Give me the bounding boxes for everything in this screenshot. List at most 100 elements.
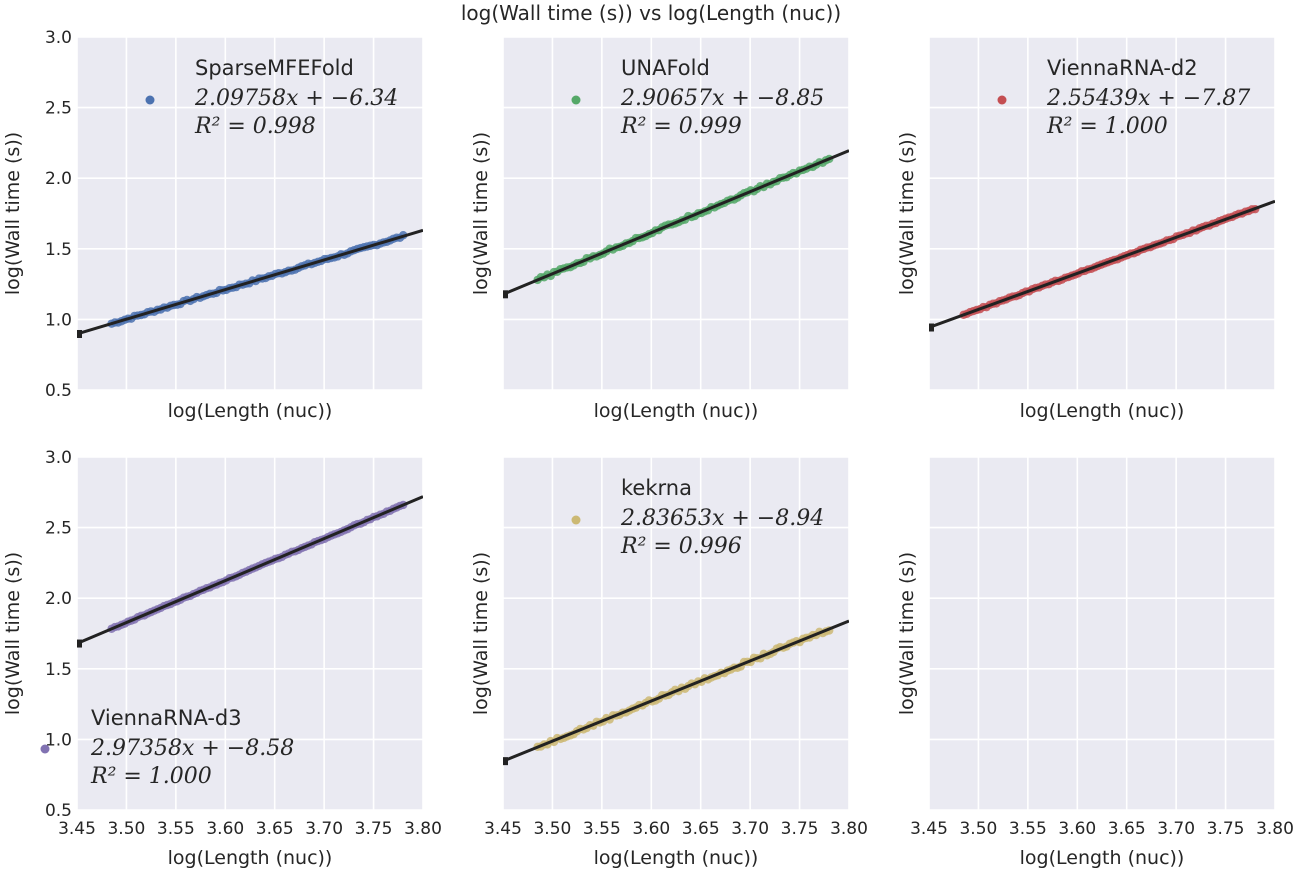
y-tick-label: 2.5 bbox=[45, 519, 72, 539]
regression-line bbox=[77, 228, 423, 336]
plot-area bbox=[929, 457, 1275, 810]
panel-bottom-middle: 3.45 3.50 3.55 3.60 3.65 3.70 3.75 3.80 log(Leng… bbox=[470, 456, 868, 869]
regression-endpoint bbox=[77, 639, 82, 648]
regression-endpoint bbox=[929, 323, 934, 332]
panel-top-right: log(Length (nuc)) log(Wall time (s)) Vienn… bbox=[896, 36, 1276, 422]
legend-marker bbox=[997, 95, 1007, 105]
regression-endpoint bbox=[503, 290, 508, 299]
x-tick-label: 3.45 bbox=[58, 819, 96, 839]
x-tick-label: 3.80 bbox=[404, 819, 442, 839]
legend-equation: 2.09758x + −6.34 bbox=[194, 86, 398, 111]
legend: ViennaRNA-d2 2.55439x + −7.87 R² = 1.000 bbox=[997, 56, 1250, 139]
legend-equation: 2.55439x + −7.87 bbox=[1046, 86, 1250, 111]
legend: UNAFold 2.90657x + −8.85 R² = 0.999 bbox=[571, 56, 824, 139]
y-tick-label: 1.0 bbox=[45, 730, 72, 750]
y-tick-label: 1.5 bbox=[45, 660, 72, 680]
x-axis-label: log(Length (nuc)) bbox=[594, 847, 759, 869]
x-tick-label: 3.65 bbox=[682, 819, 720, 839]
regression-endpoint bbox=[503, 757, 508, 766]
y-tick-label: 2.0 bbox=[45, 169, 72, 189]
y-tick-label: 0.5 bbox=[45, 801, 72, 821]
legend-r-squared: R² = 0.998 bbox=[194, 114, 316, 139]
legend-marker bbox=[40, 744, 50, 754]
x-axis-label: log(Length (nuc)) bbox=[1020, 847, 1185, 869]
plot-area bbox=[77, 37, 423, 390]
x-tick-label: 3.80 bbox=[830, 819, 868, 839]
x-axis-label: log(Length (nuc)) bbox=[594, 400, 759, 422]
legend-label: ViennaRNA-d2 bbox=[1047, 56, 1198, 80]
legend-label: UNAFold bbox=[621, 56, 710, 80]
y-tick-label: 3.0 bbox=[45, 448, 72, 468]
y-axis-label: log(Wall time (s)) bbox=[2, 552, 24, 715]
legend: kekrna 2.83653x + −8.94 R² = 0.996 bbox=[571, 476, 824, 559]
y-tick-label: 2.0 bbox=[45, 589, 72, 609]
plot-area bbox=[77, 457, 423, 810]
legend-r-squared: R² = 1.000 bbox=[90, 764, 212, 789]
plot-area bbox=[503, 37, 849, 390]
x-tick-label: 3.45 bbox=[910, 819, 948, 839]
y-tick-label: 2.5 bbox=[45, 99, 72, 119]
x-tick-label: 3.55 bbox=[1009, 819, 1047, 839]
panel-top-middle: log(Length (nuc)) log(Wall time (s)) UNAFo… bbox=[470, 36, 850, 422]
x-tick-label: 3.60 bbox=[632, 819, 670, 839]
x-tick-label: 3.50 bbox=[959, 819, 997, 839]
x-tick-label: 3.75 bbox=[355, 819, 393, 839]
panel-bottom-right: 3.45 3.50 3.55 3.60 3.65 3.70 3.75 3.80 log(Leng… bbox=[896, 456, 1294, 869]
legend-marker bbox=[571, 95, 581, 105]
x-axis-label: log(Length (nuc)) bbox=[1020, 400, 1185, 422]
x-tick-label: 3.65 bbox=[256, 819, 294, 839]
x-axis-label: log(Length (nuc)) bbox=[168, 400, 333, 422]
x-tick-label: 3.70 bbox=[1157, 819, 1195, 839]
legend-label: SparseMFEFold bbox=[195, 56, 354, 80]
legend-marker bbox=[571, 515, 581, 525]
x-axis-label: log(Length (nuc)) bbox=[168, 847, 333, 869]
y-tick-label: 0.5 bbox=[45, 381, 72, 401]
regression-line bbox=[77, 495, 423, 645]
y-axis-label: log(Wall time (s)) bbox=[470, 132, 492, 295]
regression-endpoint bbox=[77, 329, 82, 338]
x-tick-label: 3.80 bbox=[1256, 819, 1294, 839]
regression-line bbox=[929, 199, 1275, 329]
legend-r-squared: R² = 0.999 bbox=[620, 114, 742, 139]
legend: ViennaRNA-d3 2.97358x + −8.58 R² = 1.000 bbox=[40, 706, 294, 789]
plot-area bbox=[929, 37, 1275, 390]
x-tick-label: 3.70 bbox=[305, 819, 343, 839]
legend-label: ViennaRNA-d3 bbox=[91, 706, 242, 730]
series-ViennaRNA-d3 bbox=[77, 495, 423, 648]
x-tick-label: 3.75 bbox=[781, 819, 819, 839]
series-UNAFold bbox=[503, 149, 849, 299]
series-SparseMFEFold bbox=[77, 228, 423, 338]
x-tick-label: 3.70 bbox=[731, 819, 769, 839]
plot-area bbox=[503, 457, 849, 810]
series-kekrna bbox=[503, 619, 849, 766]
x-tick-label: 3.55 bbox=[583, 819, 621, 839]
panel-top-left: 0.5 1.0 1.5 2.0 2.5 3.0 log(Length (nuc)) log(W… bbox=[2, 28, 424, 422]
y-tick-label: 1.0 bbox=[45, 310, 72, 330]
x-tick-label: 3.60 bbox=[206, 819, 244, 839]
x-tick-label: 3.45 bbox=[484, 819, 522, 839]
y-axis-label: log(Wall time (s)) bbox=[2, 132, 24, 295]
legend: SparseMFEFold 2.09758x + −6.34 R² = 0.998 bbox=[145, 56, 398, 139]
y-axis-label: log(Wall time (s)) bbox=[896, 552, 918, 715]
legend-marker bbox=[145, 95, 155, 105]
y-tick-label: 1.5 bbox=[45, 240, 72, 260]
x-tick-label: 3.65 bbox=[1108, 819, 1146, 839]
series-ViennaRNA-d2 bbox=[929, 199, 1275, 332]
y-tick-label: 3.0 bbox=[45, 28, 72, 48]
figure-title: log(Wall time (s)) vs log(Length (nuc)) bbox=[461, 1, 841, 25]
legend-equation: 2.90657x + −8.85 bbox=[620, 86, 824, 111]
x-tick-label: 3.60 bbox=[1058, 819, 1096, 839]
x-tick-label: 3.55 bbox=[157, 819, 195, 839]
legend-r-squared: R² = 0.996 bbox=[620, 534, 742, 559]
legend-equation: 2.97358x + −8.58 bbox=[90, 736, 294, 761]
x-tick-label: 3.50 bbox=[107, 819, 145, 839]
x-tick-label: 3.75 bbox=[1207, 819, 1245, 839]
regression-line bbox=[503, 619, 849, 763]
y-axis-label: log(Wall time (s)) bbox=[470, 552, 492, 715]
regression-line bbox=[503, 149, 849, 296]
legend-equation: 2.83653x + −8.94 bbox=[620, 506, 824, 531]
legend-r-squared: R² = 1.000 bbox=[1046, 114, 1168, 139]
panel-bottom-left: 0.5 1.0 1.5 2.0 2.5 3.0 3.45 3.50 3.55 3.60 3.65 3.… bbox=[2, 448, 442, 869]
